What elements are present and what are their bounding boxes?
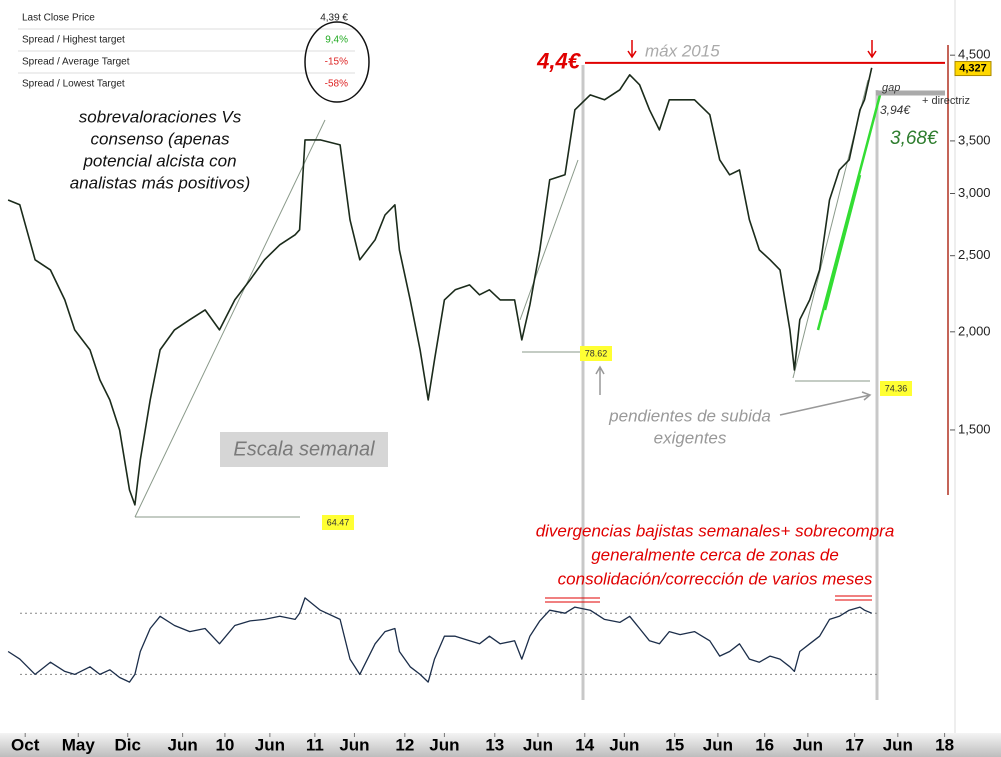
annotation: exigentes bbox=[654, 428, 727, 447]
x-tick-label: Oct bbox=[11, 735, 40, 754]
x-tick-label: Jun bbox=[523, 735, 553, 754]
annotation: consenso (apenas bbox=[91, 129, 230, 148]
tag bbox=[322, 515, 354, 530]
y-tick-label: 4,500 bbox=[958, 47, 991, 62]
x-tick-label: Jun bbox=[703, 735, 733, 754]
trend-line bbox=[823, 174, 862, 311]
x-tick-label: May bbox=[62, 735, 96, 754]
x-tick-label: 14 bbox=[575, 735, 594, 754]
annotation: potencial alcista con bbox=[82, 151, 236, 170]
table-cell: 4,39 € bbox=[320, 13, 348, 24]
annotation: sobrevaloraciones Vs bbox=[79, 107, 242, 126]
annotation: 3,68€ bbox=[890, 128, 939, 149]
resistance-label: 4,4€ bbox=[536, 49, 582, 74]
x-tick-label: Jun bbox=[793, 735, 823, 754]
x-tick-label: 16 bbox=[755, 735, 774, 754]
x-tick-label: Dic bbox=[115, 735, 141, 754]
annotation: máx 2015 bbox=[645, 41, 720, 60]
arrow bbox=[595, 365, 605, 395]
price-line bbox=[7, 597, 872, 683]
table-cell: Last Close Price bbox=[22, 13, 95, 24]
y-tick-label: 2,000 bbox=[958, 323, 991, 338]
annotation: Escala semanal bbox=[233, 438, 375, 460]
x-tick-label: Jun bbox=[339, 735, 369, 754]
x-tick-label: 12 bbox=[395, 735, 414, 754]
annotation: gap bbox=[882, 82, 900, 94]
tag bbox=[880, 381, 912, 396]
table-cell: Spread / Average Target bbox=[22, 57, 130, 68]
y-tick-label: 1,500 bbox=[958, 421, 991, 436]
x-tick-label: Jun bbox=[255, 735, 285, 754]
trend-line bbox=[134, 119, 326, 518]
x-tick-label: 17 bbox=[845, 735, 864, 754]
x-tick-label: Jun bbox=[168, 735, 198, 754]
tag-label: 64.47 bbox=[327, 517, 350, 527]
x-tick-label: 18 bbox=[935, 735, 954, 754]
last-price-tag bbox=[954, 61, 992, 77]
arrow bbox=[867, 40, 877, 59]
y-tick-label: 3,500 bbox=[958, 132, 991, 147]
annotation: analistas más positivos) bbox=[70, 173, 250, 192]
annotation: + directriz bbox=[922, 95, 970, 107]
tag-label: 78.62 bbox=[585, 348, 608, 358]
last-price-label: 4,327 bbox=[959, 62, 987, 74]
x-tick-label: Jun bbox=[429, 735, 459, 754]
table-cell: -58% bbox=[325, 79, 348, 90]
trend-line bbox=[519, 159, 579, 321]
annotation: divergencias bajistas semanales+ sobreco… bbox=[536, 521, 895, 540]
arrow bbox=[627, 40, 637, 59]
annotation: consolidación/corrección de varios meses bbox=[558, 569, 873, 588]
arrow bbox=[779, 391, 872, 416]
x-tick-label: 11 bbox=[306, 735, 324, 754]
x-tick-label: Jun bbox=[883, 735, 913, 754]
summary-table bbox=[0, 0, 360, 95]
table-cell: Spread / Lowest Target bbox=[22, 79, 125, 90]
table-cell: -15% bbox=[325, 57, 348, 68]
table-cell: 9,4% bbox=[325, 35, 348, 46]
x-tick-label: 15 bbox=[665, 735, 684, 754]
y-tick-label: 3,000 bbox=[958, 185, 991, 200]
price-line bbox=[7, 67, 873, 506]
table-cell: Spread / Highest target bbox=[22, 35, 125, 46]
y-tick-label: 2,500 bbox=[958, 247, 991, 262]
annotation: 3,94€ bbox=[880, 103, 911, 117]
x-tick-label: 13 bbox=[485, 735, 504, 754]
highlight-circle bbox=[304, 21, 370, 103]
x-tick-label: 10 bbox=[215, 735, 234, 754]
tag-label: 74.36 bbox=[885, 383, 908, 393]
tag bbox=[580, 346, 612, 361]
annotation: generalmente cerca de zonas de bbox=[591, 545, 839, 564]
annotation: pendientes de subida bbox=[608, 406, 771, 425]
label-box bbox=[220, 432, 388, 467]
x-axis-band bbox=[0, 733, 1001, 757]
x-tick-label: Jun bbox=[609, 735, 639, 754]
